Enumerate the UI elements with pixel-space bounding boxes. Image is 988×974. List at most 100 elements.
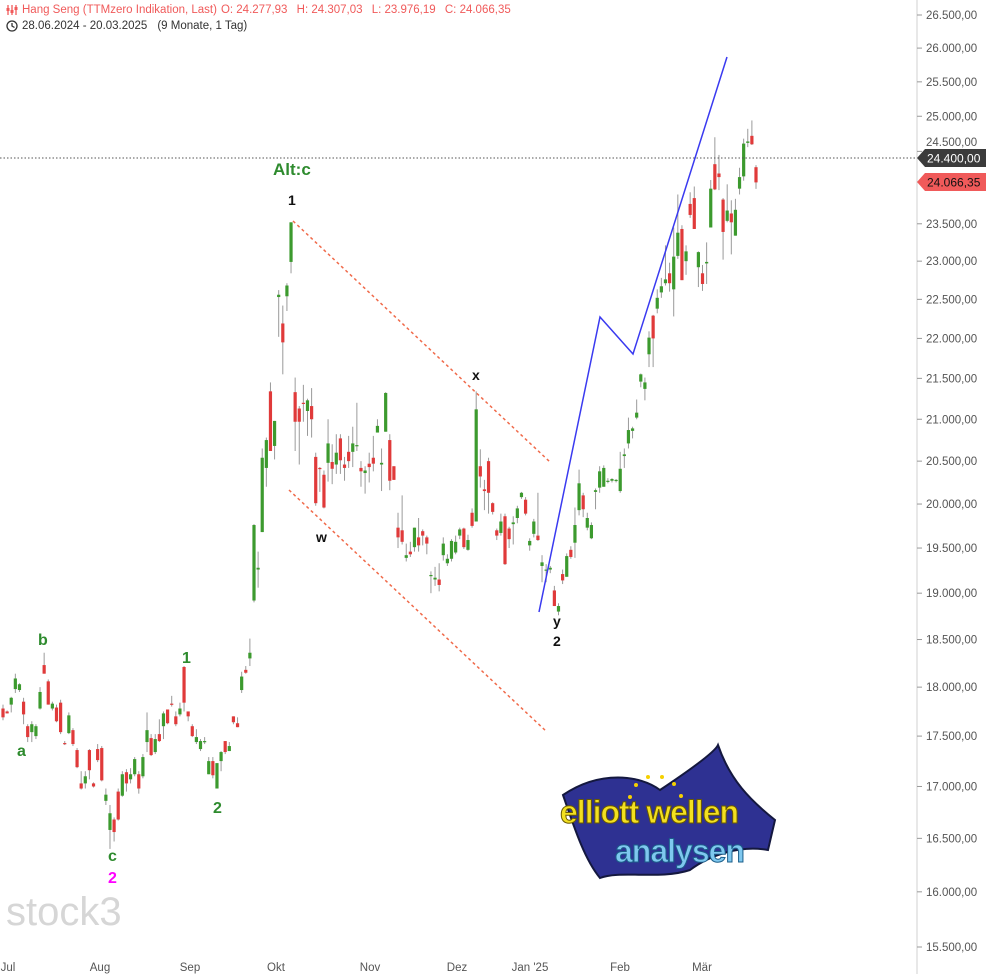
candle[interactable] (223, 741, 227, 755)
candle[interactable] (532, 518, 536, 538)
candle[interactable] (314, 452, 318, 506)
candle[interactable] (297, 406, 301, 465)
candle[interactable] (602, 465, 606, 487)
candle[interactable] (277, 290, 281, 337)
candle[interactable] (733, 198, 738, 236)
candle[interactable] (108, 804, 112, 849)
candle[interactable] (503, 513, 507, 566)
candle[interactable] (598, 466, 602, 493)
candle[interactable] (536, 492, 540, 541)
candle[interactable] (54, 704, 59, 723)
candle[interactable] (244, 666, 248, 674)
candle[interactable] (437, 563, 441, 592)
candle[interactable] (219, 751, 223, 772)
candle[interactable] (692, 186, 696, 229)
candle[interactable] (750, 120, 754, 145)
candle[interactable] (565, 553, 569, 577)
candle[interactable] (466, 534, 470, 551)
candle[interactable] (412, 527, 417, 552)
candle[interactable] (425, 535, 429, 555)
candle[interactable] (21, 697, 26, 725)
candle[interactable] (50, 701, 54, 711)
candle[interactable] (408, 541, 412, 557)
candle[interactable] (1, 704, 5, 721)
candle[interactable] (667, 262, 672, 292)
candle[interactable] (647, 331, 651, 368)
candle[interactable] (507, 526, 511, 549)
candle[interactable] (9, 696, 13, 713)
candle[interactable] (388, 434, 392, 491)
candle[interactable] (149, 734, 153, 757)
candle[interactable] (754, 165, 758, 189)
candle[interactable] (75, 748, 79, 769)
candle[interactable] (17, 683, 22, 692)
candle[interactable] (614, 479, 618, 483)
candle[interactable] (729, 200, 733, 255)
candle[interactable] (347, 435, 351, 468)
candle[interactable] (116, 788, 120, 821)
candle[interactable] (272, 420, 277, 460)
candle[interactable] (96, 744, 100, 763)
candle[interactable] (264, 437, 268, 487)
candle[interactable] (42, 652, 46, 674)
candle[interactable] (141, 754, 145, 779)
candle[interactable] (310, 388, 314, 438)
candle[interactable] (186, 711, 190, 722)
candle[interactable] (491, 502, 495, 515)
candle[interactable] (511, 516, 515, 545)
candle[interactable] (252, 524, 256, 603)
candle[interactable] (256, 551, 260, 588)
candle[interactable] (589, 522, 594, 540)
candle[interactable] (519, 491, 524, 499)
candle[interactable] (170, 695, 174, 707)
candle[interactable] (713, 137, 717, 191)
candle[interactable] (742, 138, 746, 181)
candle[interactable] (63, 741, 67, 746)
candle[interactable] (515, 505, 519, 524)
candle[interactable] (680, 225, 684, 281)
candle[interactable] (384, 392, 388, 432)
candle[interactable] (30, 721, 34, 743)
candle[interactable] (104, 788, 108, 805)
candle[interactable] (672, 227, 676, 317)
candle[interactable] (87, 749, 92, 780)
candle[interactable] (737, 167, 742, 195)
candle[interactable] (630, 426, 635, 439)
candle[interactable] (363, 466, 367, 494)
candle[interactable] (145, 712, 149, 753)
time-axis[interactable]: Jul Aug Sep Okt Nov Dez Jan '25 Feb Mär (1, 962, 712, 974)
upper-channel-line[interactable] (292, 220, 551, 463)
candle[interactable] (351, 426, 355, 468)
candle[interactable] (429, 571, 433, 594)
candle[interactable] (334, 434, 338, 474)
candle[interactable] (635, 399, 639, 420)
candle[interactable] (268, 382, 273, 451)
price-axis[interactable]: 26.500,00 26.000,00 25.500,00 25.000,00 24.5… (917, 10, 977, 954)
projection-path[interactable] (538, 56, 728, 613)
candle[interactable] (684, 245, 688, 275)
candle[interactable] (626, 417, 631, 449)
candle[interactable] (231, 716, 236, 725)
candle[interactable] (326, 419, 330, 482)
candle[interactable] (137, 771, 141, 794)
candle[interactable] (569, 546, 573, 559)
candle[interactable] (128, 768, 133, 784)
candle[interactable] (203, 737, 207, 745)
candle[interactable] (359, 461, 363, 487)
candle[interactable] (305, 398, 310, 436)
candle[interactable] (458, 527, 462, 540)
candle[interactable] (198, 739, 203, 752)
candle[interactable] (178, 702, 182, 717)
candle[interactable] (240, 671, 244, 693)
candle[interactable] (462, 527, 466, 549)
candle[interactable] (523, 497, 528, 516)
candle[interactable] (400, 495, 404, 545)
candle[interactable] (392, 466, 396, 480)
candle[interactable] (248, 638, 252, 667)
candle[interactable] (577, 469, 581, 516)
candle[interactable] (26, 724, 30, 743)
candle[interactable] (194, 729, 198, 745)
candle[interactable] (174, 711, 178, 727)
candle[interactable] (676, 194, 680, 259)
